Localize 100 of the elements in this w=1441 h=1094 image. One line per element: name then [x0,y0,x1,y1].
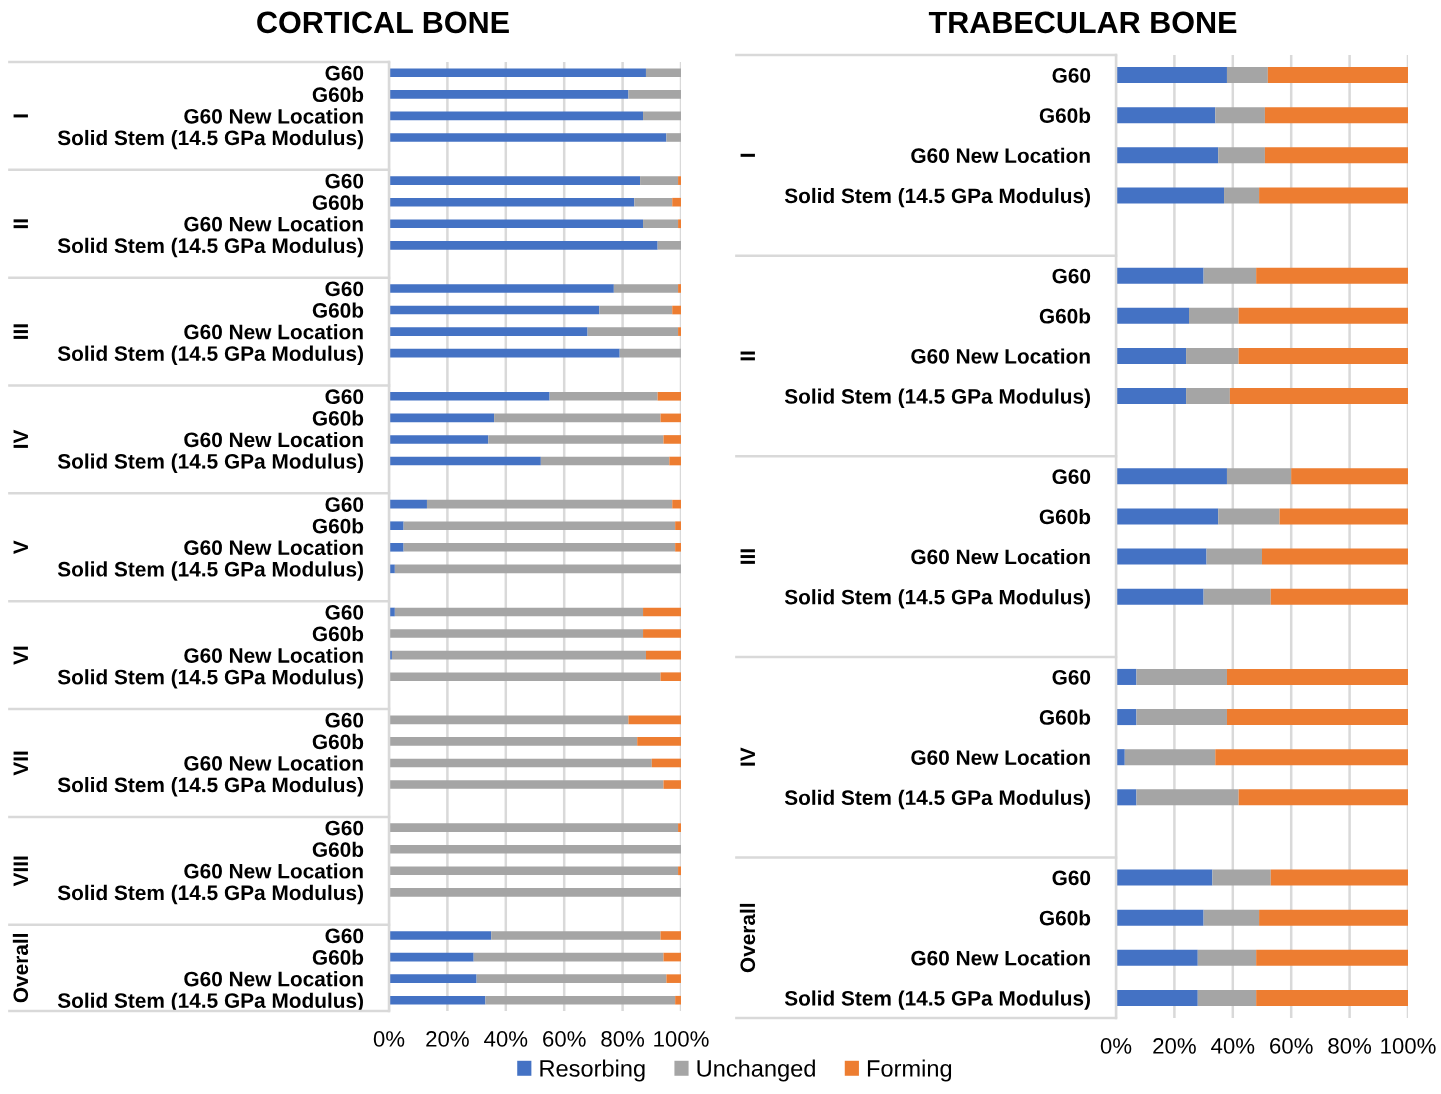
bar [637,737,681,746]
bar [1197,949,1257,966]
y-tick-label: Solid Stem (14.5 GPa Modulus) [57,884,363,905]
text: VII [13,751,28,776]
bar [389,737,638,746]
bar [666,133,681,142]
bar [1116,187,1225,204]
bar [1116,949,1198,966]
y-tick-label: G60 [325,173,364,189]
bar [1116,147,1219,164]
text: I [740,153,755,157]
bar [663,435,681,444]
y-tick-label: G60b [312,949,364,965]
chart-title: TRABECULAR BONE [928,11,1237,34]
bar [666,974,681,983]
y-tick-label: G60 [1052,469,1091,485]
legend-label: Forming [867,1059,952,1082]
bar [389,499,427,509]
bar [1116,107,1216,124]
bar [1116,307,1189,324]
bar [1203,909,1260,926]
bar [1215,749,1408,766]
bar [394,607,644,617]
bar [645,68,681,78]
bar [1124,749,1216,766]
bar [1267,67,1408,84]
y-tick-label: G60b [312,194,364,210]
bar [672,197,681,207]
bar [389,844,681,854]
y-tick-label: G60b [312,518,364,534]
bar [672,305,681,315]
x-tick-label: 40% [484,1031,528,1047]
bar [678,176,681,185]
bar [476,974,667,983]
bar [1116,869,1213,886]
y-tick-label: G60 New Location [911,549,1090,565]
bar [389,931,492,940]
y-tick-label: G60 New Location [911,749,1090,765]
y-tick-label: G60 [325,281,364,297]
legend-label: Unchanged [697,1059,815,1082]
bar [1197,989,1257,1006]
y-tick-label: G60 New Location [184,431,363,448]
bar [1238,307,1408,324]
y-tick-label: G60 New Location [184,216,363,232]
bar [389,542,404,552]
y-tick-label: G60b [1039,308,1091,324]
y-tick-label: G60b [1039,709,1091,725]
bar [663,780,681,789]
y-tick-label: G60 [325,389,364,405]
bar [678,219,681,229]
bar [645,650,681,660]
x-tick-label: 80% [601,1031,645,1047]
y-tick-label: G60 New Location [184,539,363,556]
bar [1270,869,1408,886]
y-tick-label: G60b [312,841,364,857]
bar [669,456,681,466]
bar [494,413,661,423]
bar [1259,187,1408,204]
bar [678,284,681,293]
bar [389,758,652,768]
bar [426,499,673,509]
bar [1136,668,1227,685]
y-tick-label: Solid Stem (14.5 GPa Modulus) [57,237,363,258]
bar [1186,347,1239,364]
y-tick-label: G60 [325,820,364,836]
bar [1226,468,1292,485]
bar [389,348,620,358]
y-tick-label: Solid Stem (14.5 GPa Modulus) [57,992,363,1013]
bar [1291,468,1408,485]
text: II [13,219,28,229]
bar [1212,869,1271,886]
x-tick-label: 40% [1211,1038,1255,1054]
y-tick-label: G60 New Location [911,950,1090,966]
bar [488,435,664,444]
bar [663,952,681,962]
bar [1262,548,1408,565]
bar [1116,548,1207,565]
y-tick-label: G60b [312,733,364,750]
y-tick-label: G60 [325,497,364,512]
bar [1264,107,1408,124]
bar [675,542,681,552]
bar [643,111,681,121]
x-tick-label: 0% [373,1031,405,1047]
bar [389,974,477,983]
bar [1116,789,1137,806]
text: VIII [13,856,28,887]
bar [389,391,550,401]
bar [1270,588,1408,605]
y-tick-label: G60 New Location [184,755,363,771]
y-tick-label: G60 New Location [184,863,363,879]
bar [1116,67,1227,84]
bar [403,521,676,531]
y-tick-label: G60 New Location [184,971,363,987]
bar [389,435,489,444]
bar [394,564,681,574]
bar [657,391,681,401]
bar [389,219,644,229]
y-tick-label: Solid Stem (14.5 GPa Modulus) [57,453,363,473]
bar [678,823,681,832]
bar [1116,388,1187,405]
